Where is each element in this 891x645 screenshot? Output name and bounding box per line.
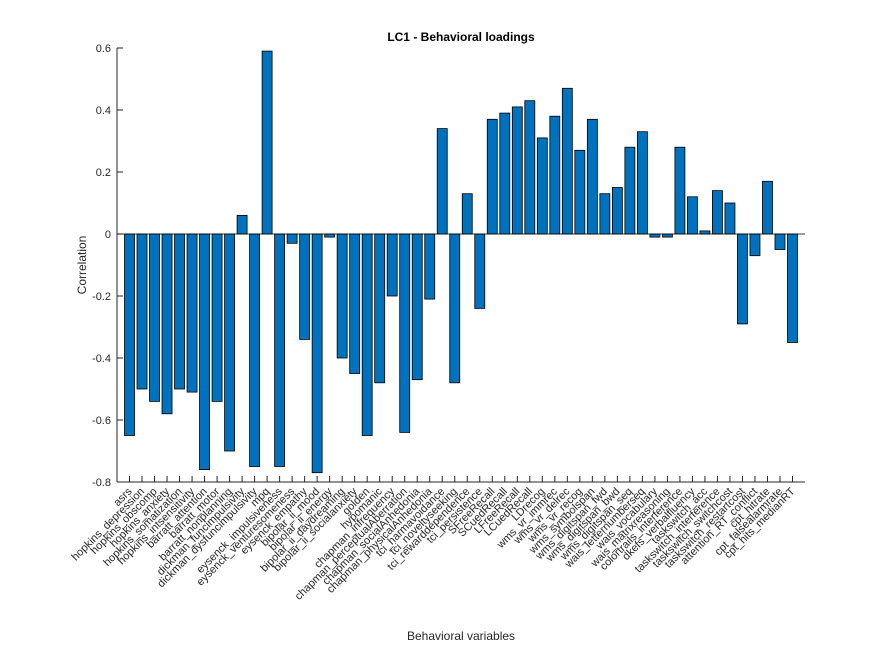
y-tick-label: 0	[105, 229, 111, 241]
bar	[687, 196, 698, 235]
bar	[699, 230, 711, 235]
bar	[737, 233, 748, 325]
bar	[586, 118, 598, 235]
bar	[136, 233, 148, 390]
bar	[124, 233, 135, 436]
y-tick-label: -0.2	[92, 291, 111, 303]
y-tick-label: -0.8	[92, 477, 111, 489]
chart-title: LC1 - Behavioral loadings	[387, 30, 535, 44]
bar	[161, 233, 173, 415]
bar	[661, 233, 673, 238]
bar	[649, 233, 661, 238]
bar	[224, 233, 235, 452]
bar	[286, 233, 298, 244]
bar	[524, 100, 536, 235]
bar	[712, 190, 723, 235]
bar	[486, 118, 498, 235]
bar	[499, 112, 511, 235]
bar	[249, 233, 261, 467]
bar	[349, 233, 361, 374]
bar	[399, 233, 411, 433]
bar	[787, 233, 798, 343]
bar	[762, 180, 773, 235]
y-tick-label: -0.4	[92, 353, 111, 365]
bar	[536, 137, 548, 235]
bar	[774, 233, 786, 250]
bar	[624, 146, 636, 235]
bar	[274, 233, 286, 467]
bar	[324, 233, 336, 238]
bar	[549, 115, 561, 235]
bar	[511, 106, 523, 235]
bar	[636, 131, 648, 235]
y-tick-label: -0.6	[92, 415, 111, 427]
bar	[211, 233, 223, 402]
bar	[561, 87, 573, 235]
y-axis-label: Correlation	[75, 236, 89, 295]
bar	[461, 193, 473, 235]
bar	[599, 193, 611, 235]
y-tick-label: 0.6	[96, 43, 111, 55]
bar	[449, 233, 461, 384]
bar	[674, 146, 686, 235]
x-axis-label: Behavioral variables	[407, 629, 515, 643]
bar	[174, 233, 185, 390]
bar	[474, 233, 486, 309]
bar	[311, 233, 323, 474]
bar	[574, 149, 586, 235]
bar	[236, 214, 248, 235]
bar	[149, 233, 160, 402]
bar	[261, 50, 273, 235]
bar	[411, 233, 423, 381]
bar	[611, 187, 623, 235]
bar	[336, 233, 348, 359]
bar	[299, 233, 311, 340]
bar	[724, 202, 736, 235]
bar	[749, 233, 761, 257]
bar	[199, 233, 210, 471]
bar	[386, 233, 398, 297]
y-tick-label: 0.4	[96, 105, 111, 117]
bar	[361, 233, 373, 436]
bar	[424, 233, 436, 300]
bar	[436, 128, 448, 235]
y-tick-label: 0.2	[96, 167, 111, 179]
bar	[186, 233, 198, 393]
bar	[374, 233, 386, 384]
